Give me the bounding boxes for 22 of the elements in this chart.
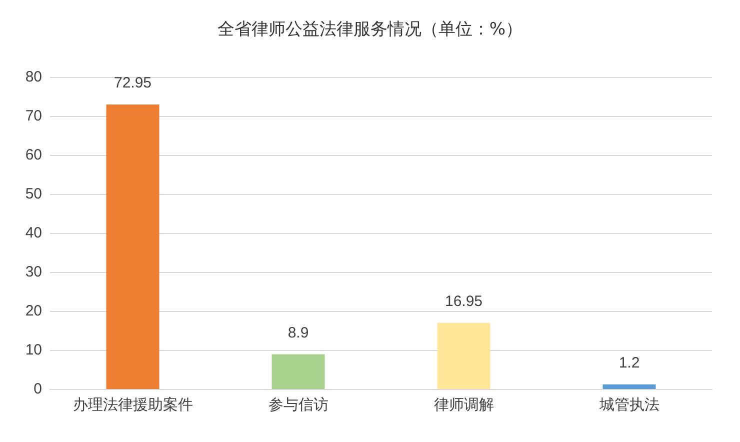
chart-title: 全省律师公益法律服务情况（单位：%） bbox=[217, 20, 523, 40]
y-tick-label: 70 bbox=[25, 108, 42, 124]
y-tick-label: 20 bbox=[25, 302, 42, 320]
y-tick-label: 0 bbox=[34, 380, 42, 398]
bar bbox=[272, 354, 325, 389]
y-tick-label: 80 bbox=[25, 68, 42, 86]
data-label: 8.9 bbox=[288, 324, 309, 342]
y-tick-label: 40 bbox=[25, 224, 42, 242]
data-label: 16.95 bbox=[444, 292, 483, 310]
bar bbox=[602, 384, 656, 389]
data-label: 72.95 bbox=[114, 74, 152, 92]
x-tick-label: 办理法律援助案件 bbox=[72, 396, 193, 414]
y-tick-label: 60 bbox=[25, 146, 42, 164]
y-tick-label: 10 bbox=[25, 342, 42, 358]
bar bbox=[106, 104, 160, 389]
bar bbox=[437, 322, 490, 389]
x-tick-label: 律师调解 bbox=[434, 396, 494, 414]
y-tick-label: 50 bbox=[25, 186, 42, 202]
x-tick-label: 城管执法 bbox=[598, 396, 660, 414]
data-label: 1.2 bbox=[618, 354, 640, 372]
y-tick-label: 30 bbox=[25, 264, 42, 280]
x-tick-label: 参与信访 bbox=[268, 396, 328, 414]
